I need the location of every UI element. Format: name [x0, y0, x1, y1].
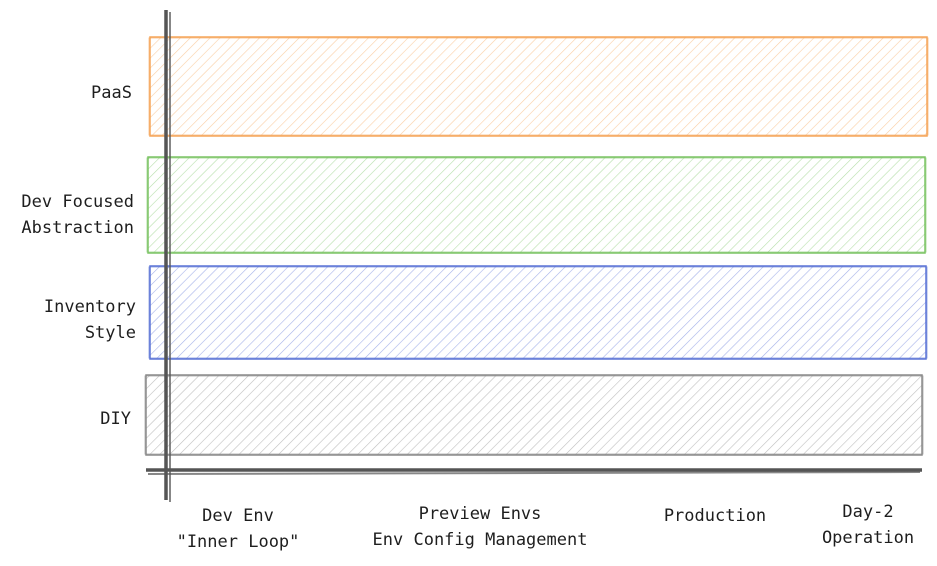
row-label-paas: PaaS — [91, 83, 132, 103]
band-paas — [148, 36, 929, 137]
band-dev-focused-abstraction — [146, 156, 927, 254]
row-label-diy: DIY — [100, 409, 131, 429]
column-label-production: Production — [663, 506, 767, 526]
row-label-dev-focused-abstraction: Dev Focused Abstraction — [21, 192, 134, 238]
band-diy — [144, 374, 924, 456]
band-inventory-style — [148, 265, 928, 360]
column-label-dev-env: Dev Env "Inner Loop" — [176, 506, 300, 552]
column-label-preview-envs: Preview Envs Env Config Management — [372, 504, 588, 550]
row-label-inventory-style: Inventory Style — [43, 297, 136, 343]
horizontal-axis — [146, 468, 922, 475]
column-label-day-2-operation: Day-2 Operation — [821, 502, 915, 548]
vertical-axis — [164, 10, 171, 502]
